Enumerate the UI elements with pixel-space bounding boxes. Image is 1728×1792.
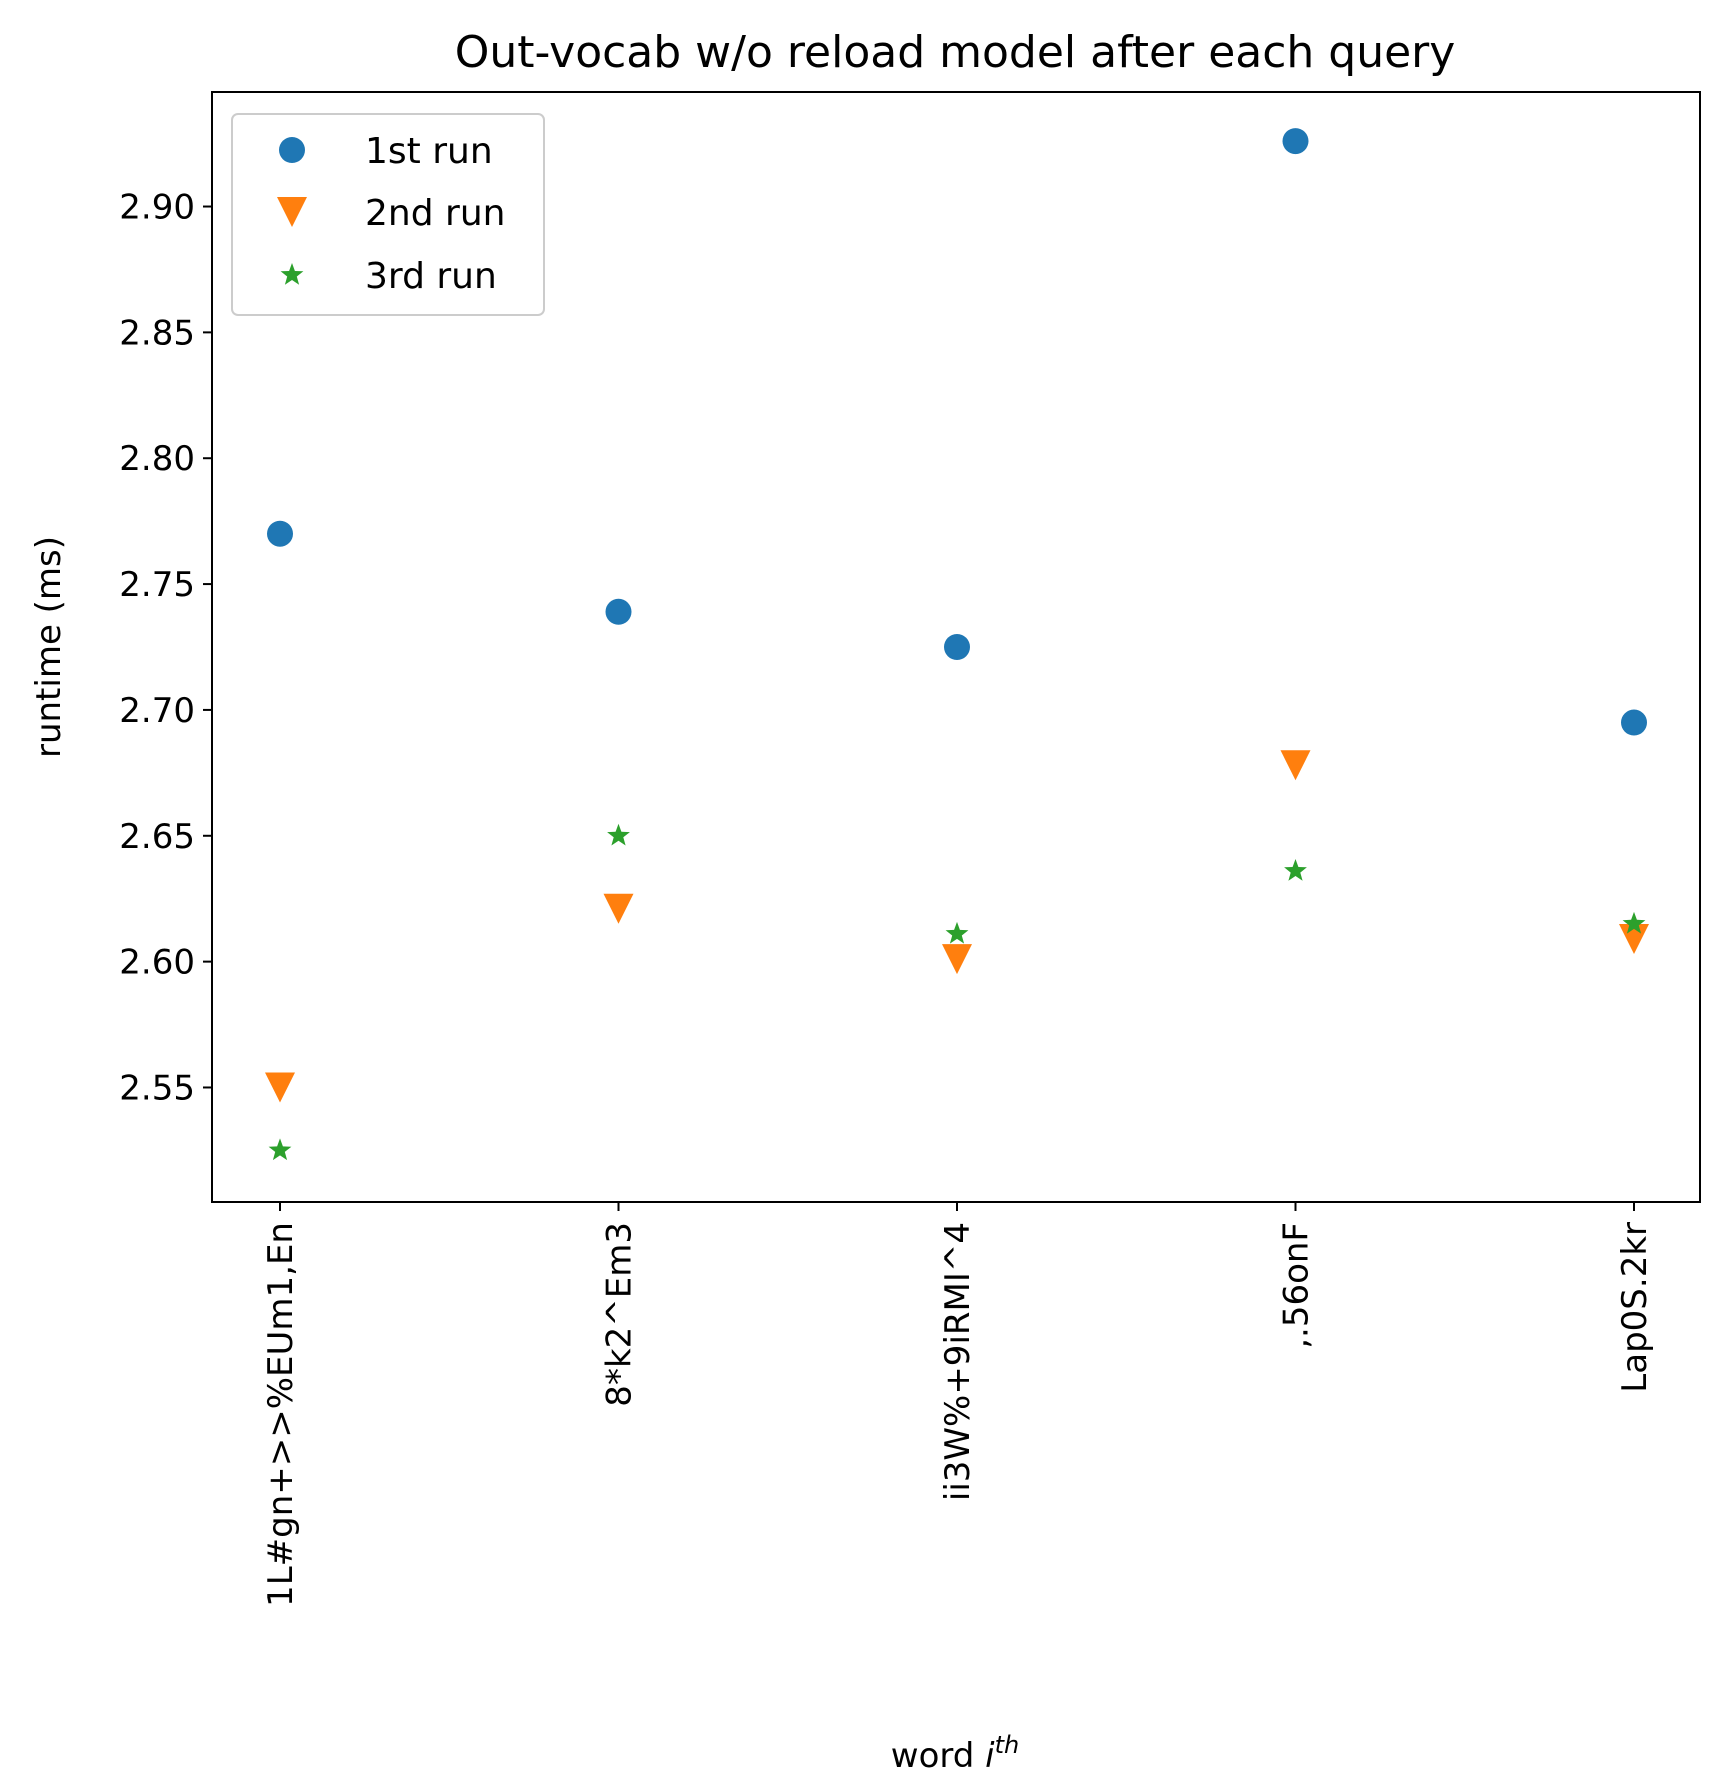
data-points — [265, 128, 1649, 1161]
data-point — [265, 1072, 295, 1103]
data-point — [1280, 750, 1311, 781]
series-3 — [268, 823, 1646, 1161]
legend-marker-2 — [277, 197, 307, 227]
legend-label-1st-run: 1st run — [365, 131, 493, 172]
x-tick-label: ,.56onF — [1277, 1222, 1317, 1349]
data-point — [607, 823, 630, 846]
legend-marker-1 — [279, 137, 305, 163]
data-point — [1622, 911, 1646, 934]
x-axis-label-italic: i — [985, 1736, 995, 1776]
x-axis-label: word ith — [891, 1731, 1019, 1776]
y-tick-label: 2.75 — [119, 565, 195, 605]
x-axis-label-superscript: th — [995, 1731, 1020, 1759]
data-point — [942, 944, 972, 975]
data-point — [605, 598, 632, 625]
data-point — [268, 1138, 292, 1161]
chart-title: Out-vocab w/o reload model after each qu… — [455, 27, 1456, 78]
x-axis: 1L#gn+>>%EUm1,En 8*k2^Em3 ii3W%+9iRMI^4 ,.5… — [261, 1202, 1655, 1607]
data-point — [267, 520, 293, 547]
y-tick-label: 2.70 — [119, 691, 195, 731]
x-tick-label: ii3W%+9iRMI^4 — [938, 1222, 978, 1501]
y-axis-label: runtime (ms) — [29, 536, 69, 758]
x-axis-label-main: word — [891, 1736, 985, 1776]
series-1 — [267, 128, 1647, 736]
y-tick-label: 2.80 — [119, 439, 195, 479]
y-tick-label: 2.55 — [119, 1068, 195, 1108]
y-tick-label: 2.65 — [119, 817, 195, 857]
series-2 — [265, 750, 1649, 1103]
y-axis: 2.55 2.60 2.65 2.70 2.75 2.80 2.85 2.90 — [119, 188, 212, 1108]
y-tick-label: 2.85 — [119, 313, 195, 353]
data-point — [945, 921, 969, 944]
data-point — [603, 893, 634, 924]
x-tick-label: 8*k2^Em3 — [600, 1222, 640, 1407]
data-point — [1282, 128, 1309, 155]
legend: 1st run 2nd run 3rd run — [231, 113, 545, 316]
legend-label-3rd-run: 3rd run — [365, 256, 497, 297]
data-point — [1284, 859, 1307, 881]
data-point — [1619, 923, 1649, 954]
x-tick-label: 1L#gn+>>%EUm1,En — [261, 1222, 301, 1607]
y-tick-label: 2.60 — [119, 943, 195, 983]
data-point — [1621, 709, 1647, 736]
legend-label-2nd-run: 2nd run — [365, 193, 505, 234]
legend-marker-3 — [280, 263, 304, 285]
y-tick-label: 2.90 — [119, 188, 195, 228]
legend-box — [231, 113, 545, 316]
data-point — [944, 634, 970, 660]
x-tick-label: Lap0S.2kr — [1615, 1222, 1655, 1393]
